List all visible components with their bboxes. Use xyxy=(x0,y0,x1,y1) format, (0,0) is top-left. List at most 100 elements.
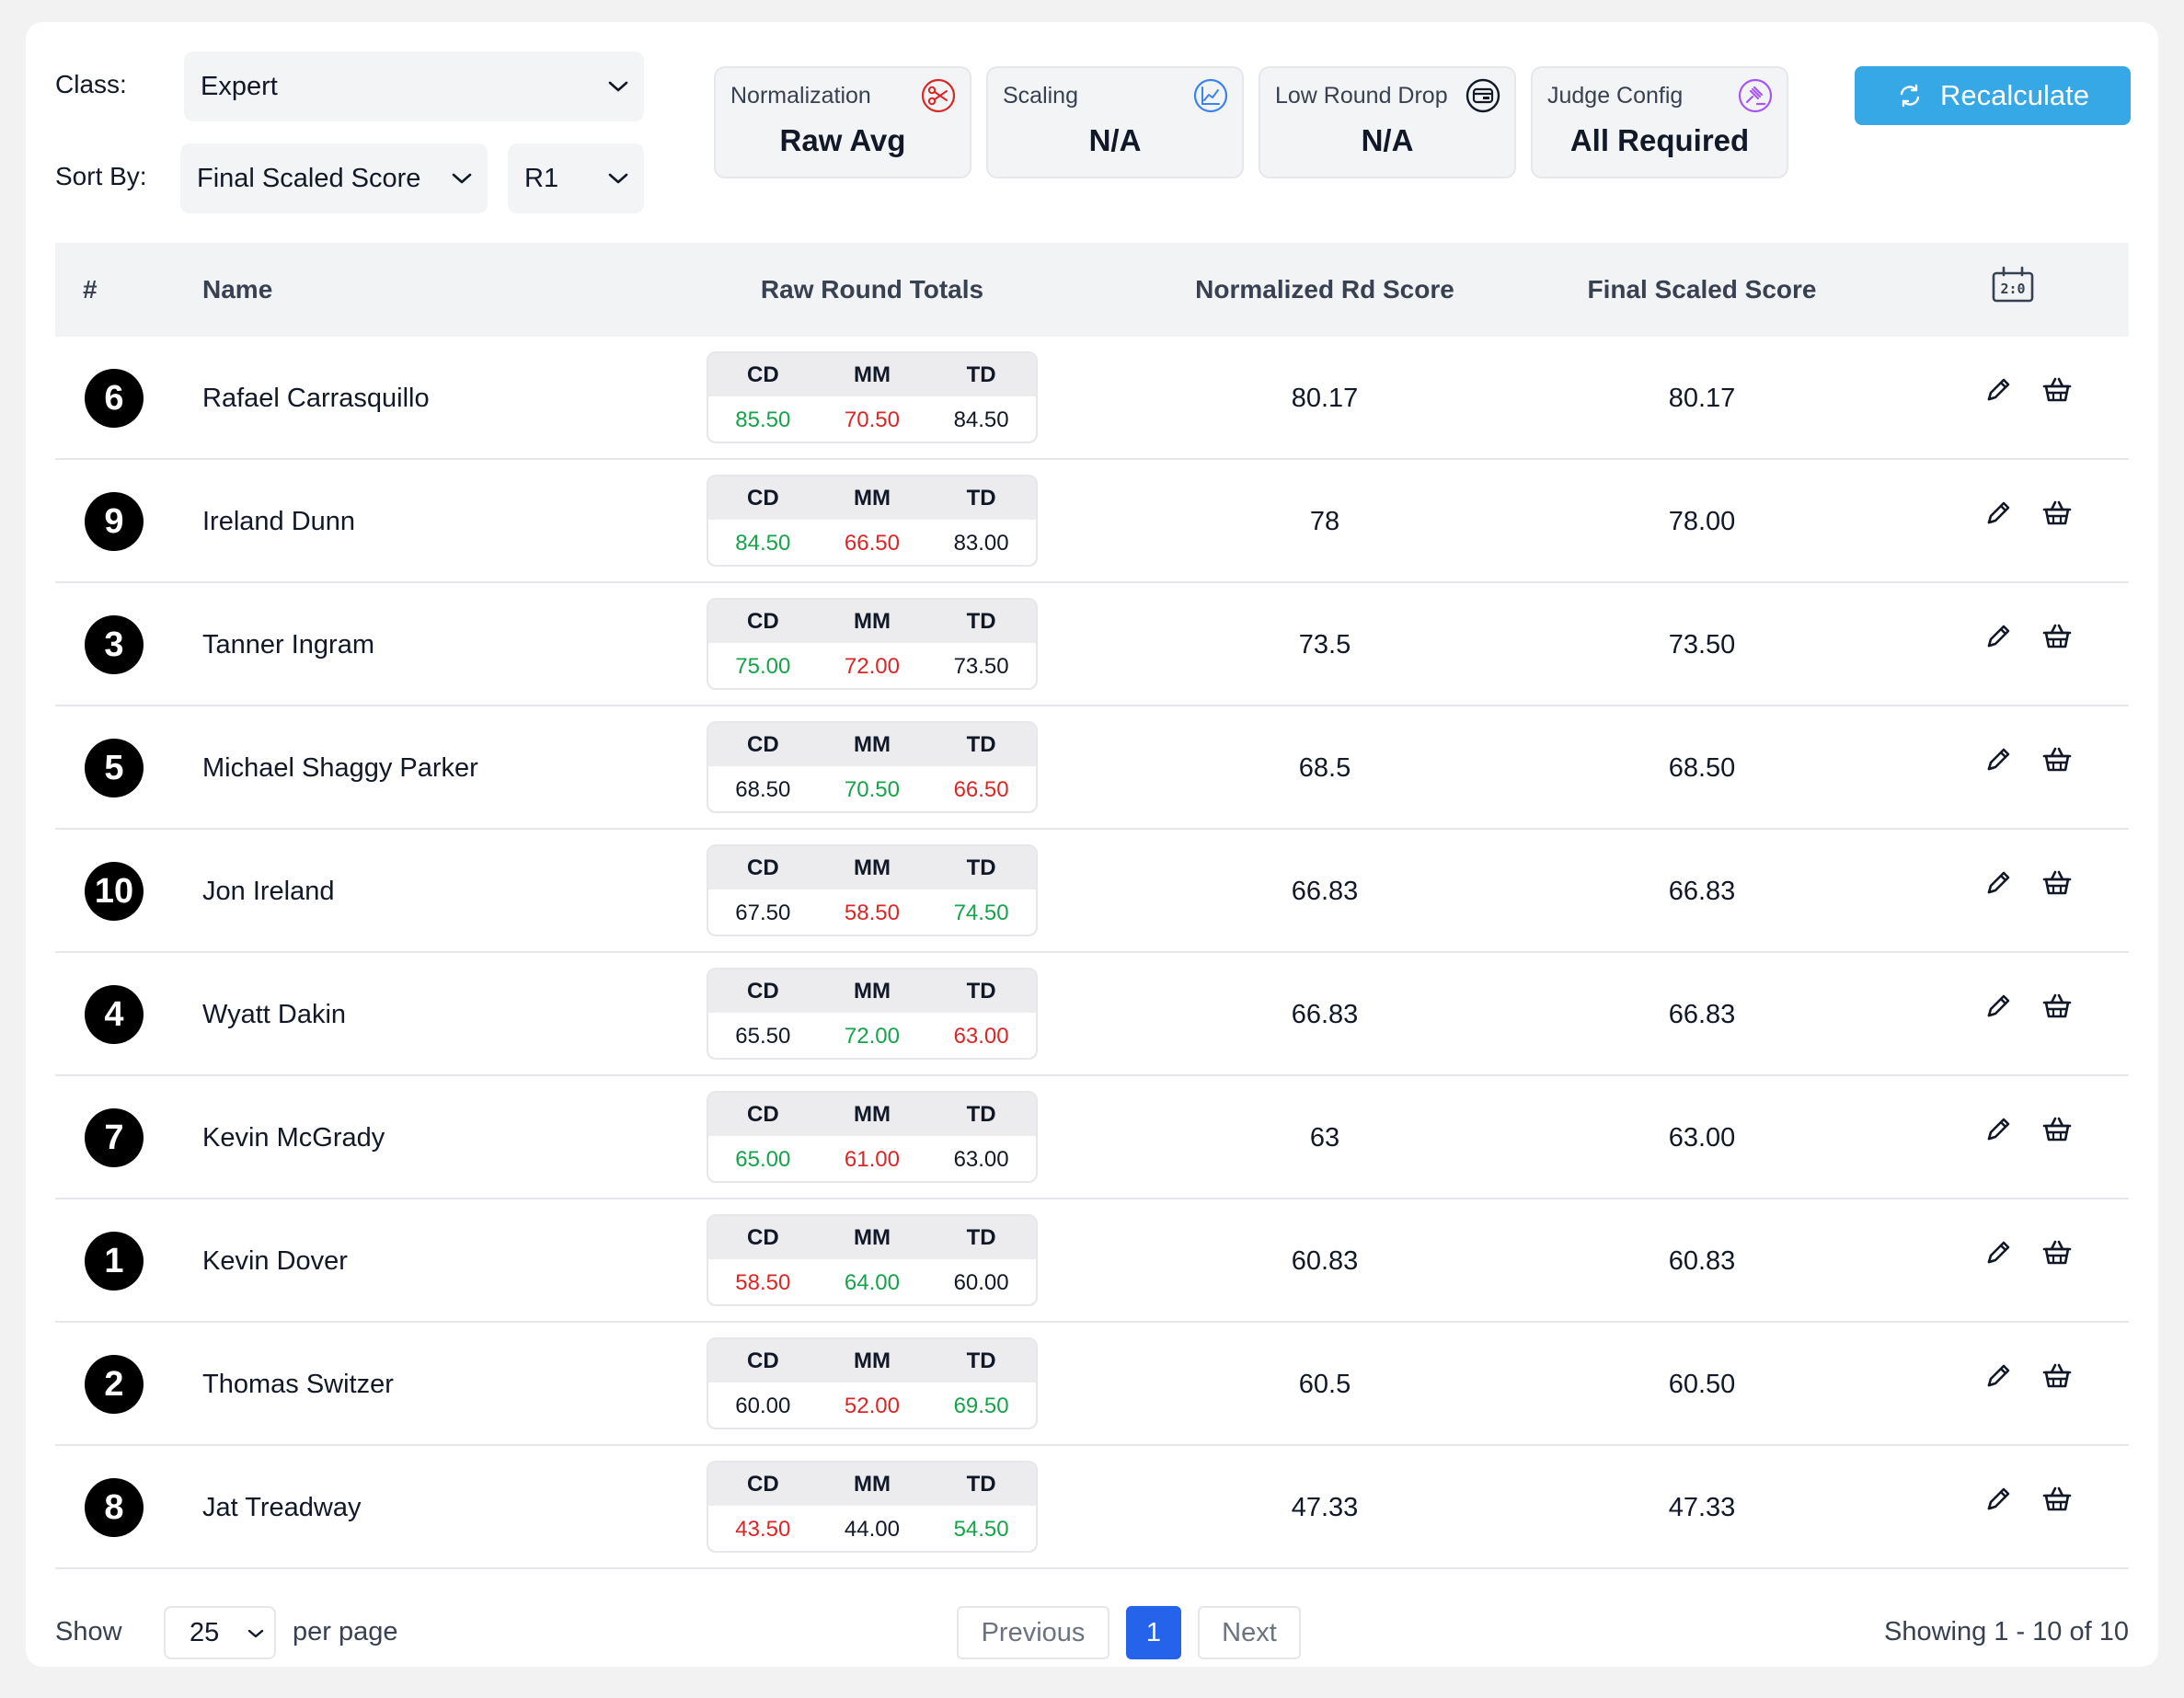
edit-icon[interactable] xyxy=(1982,1483,2015,1516)
edit-icon[interactable] xyxy=(1982,497,2015,530)
header-normalized-score[interactable]: Normalized Rd Score xyxy=(1195,275,1454,304)
rank-badge: 10 xyxy=(85,862,144,921)
edit-icon[interactable] xyxy=(1982,373,2015,407)
round-score: 63.00 xyxy=(953,1023,1009,1049)
stat-label: Judge Config xyxy=(1547,83,1684,109)
round-code: MM xyxy=(853,978,891,1004)
basket-icon[interactable] xyxy=(2040,743,2074,776)
rank-badge: 6 xyxy=(85,369,144,428)
rank-badge: 2 xyxy=(85,1355,144,1414)
competitor-name: Rafael Carrasquillo xyxy=(202,383,430,413)
round-code: MM xyxy=(853,361,891,387)
basket-icon[interactable] xyxy=(2040,1113,2074,1146)
round-score: 75.00 xyxy=(735,653,791,679)
round-score: 67.50 xyxy=(735,900,791,925)
competitor-name: Ireland Dunn xyxy=(202,506,356,536)
round-code: CD xyxy=(746,485,779,511)
rank-badge: 9 xyxy=(85,492,144,551)
edit-icon[interactable] xyxy=(1982,743,2015,776)
raw-round-totals: CD MM TD 65.00 61.00 63.00 xyxy=(707,1091,1038,1183)
round-score: 58.50 xyxy=(735,1269,791,1295)
round-score: 65.00 xyxy=(735,1146,791,1172)
round-code: CD xyxy=(746,731,779,757)
round-score: 72.00 xyxy=(844,653,900,679)
basket-icon[interactable] xyxy=(2040,497,2074,530)
round-score: 44.00 xyxy=(844,1516,900,1542)
round-code: TD xyxy=(966,855,996,880)
raw-round-totals: CD MM TD 84.50 66.50 83.00 xyxy=(707,475,1038,567)
edit-icon[interactable] xyxy=(1982,1113,2015,1146)
showing-count: Showing 1 - 10 of 10 xyxy=(1883,1617,2129,1646)
raw-round-totals: CD MM TD 65.50 72.00 63.00 xyxy=(707,968,1038,1060)
round-code: MM xyxy=(853,485,891,511)
row-actions xyxy=(1982,497,2074,530)
normalized-score: 60.5 xyxy=(1298,1369,1351,1399)
per-page-value: 25 xyxy=(190,1617,220,1647)
page-1-button[interactable]: 1 xyxy=(1126,1606,1181,1659)
round-score: 74.50 xyxy=(953,900,1009,925)
edit-icon[interactable] xyxy=(1982,866,2015,900)
table-row: 5 Michael Shaggy Parker CD MM TD 68.50 70.50 66… xyxy=(55,706,2129,830)
round-select-value: R1 xyxy=(524,163,559,193)
per-page-select[interactable]: 25 xyxy=(164,1606,276,1659)
round-score: 84.50 xyxy=(953,407,1009,432)
round-score: 64.00 xyxy=(844,1269,900,1295)
raw-round-totals: CD MM TD 85.50 70.50 84.50 xyxy=(707,351,1038,443)
round-score: 70.50 xyxy=(844,776,900,802)
round-score: 68.50 xyxy=(735,776,791,802)
header-name[interactable]: Name xyxy=(202,275,273,304)
final-scaled-score: 47.33 xyxy=(1668,1492,1736,1522)
rank-badge: 5 xyxy=(85,739,144,797)
round-score: 70.50 xyxy=(844,407,900,432)
header-raw-round-totals: Raw Round Totals xyxy=(760,275,984,304)
chart-line-icon xyxy=(1193,78,1228,113)
next-page-button[interactable]: Next xyxy=(1198,1606,1301,1659)
edit-icon[interactable] xyxy=(1982,990,2015,1023)
header-rank: # xyxy=(83,275,98,304)
round-select[interactable]: R1 xyxy=(508,143,644,213)
round-score: 73.50 xyxy=(953,653,1009,679)
round-score: 66.50 xyxy=(844,530,900,556)
edit-icon[interactable] xyxy=(1982,620,2015,653)
basket-icon[interactable] xyxy=(2040,373,2074,407)
round-score: 60.00 xyxy=(735,1393,791,1418)
recalculate-button[interactable]: Recalculate xyxy=(1855,66,2131,125)
normalized-score: 66.83 xyxy=(1291,999,1359,1029)
header-final-scaled-score[interactable]: Final Scaled Score xyxy=(1587,275,1817,304)
basket-icon[interactable] xyxy=(2040,620,2074,653)
competitor-name: Tanner Ingram xyxy=(202,629,374,660)
table-row: 3 Tanner Ingram CD MM TD 75.00 72.00 73.50 73.5 7… xyxy=(55,583,2129,706)
round-code: CD xyxy=(746,1224,779,1250)
round-code: CD xyxy=(746,855,779,880)
stat-value: All Required xyxy=(1569,123,1750,157)
round-code: CD xyxy=(746,1101,779,1127)
table-row: 7 Kevin McGrady CD MM TD 65.00 61.00 63.00 63 63.… xyxy=(55,1076,2129,1199)
raw-round-totals: CD MM TD 58.50 64.00 60.00 xyxy=(707,1214,1038,1306)
basket-icon[interactable] xyxy=(2040,990,2074,1023)
stat-label: Low Round Drop xyxy=(1275,83,1448,109)
competitor-name: Thomas Switzer xyxy=(202,1369,394,1399)
rank-badge: 8 xyxy=(85,1478,144,1537)
stat-normalization: Normalization Raw Avg xyxy=(714,66,971,178)
stat-value: N/A xyxy=(1361,123,1414,157)
competitor-name: Kevin McGrady xyxy=(202,1122,385,1153)
basket-icon[interactable] xyxy=(2040,1360,2074,1393)
round-code: CD xyxy=(746,1471,779,1497)
previous-page-button[interactable]: Previous xyxy=(957,1606,1109,1659)
basket-icon[interactable] xyxy=(2040,866,2074,900)
table-row: 6 Rafael Carrasquillo CD MM TD 85.50 70.50 84.5… xyxy=(55,337,2129,460)
final-scaled-score: 68.50 xyxy=(1668,752,1736,783)
recalculate-label: Recalculate xyxy=(1940,79,2089,111)
edit-icon[interactable] xyxy=(1982,1360,2015,1393)
basket-icon[interactable] xyxy=(2040,1483,2074,1516)
round-score: 84.50 xyxy=(735,530,791,556)
sort-by-select[interactable]: Final Scaled Score xyxy=(180,143,488,213)
basket-icon[interactable] xyxy=(2040,1236,2074,1269)
final-scaled-score: 66.83 xyxy=(1668,999,1736,1029)
round-code: MM xyxy=(853,1348,891,1373)
table-row: 2 Thomas Switzer CD MM TD 60.00 52.00 69.50 60.5… xyxy=(55,1323,2129,1446)
round-code: MM xyxy=(853,731,891,757)
class-select[interactable]: Expert xyxy=(184,52,644,121)
final-scaled-score: 66.83 xyxy=(1668,876,1736,906)
edit-icon[interactable] xyxy=(1982,1236,2015,1269)
